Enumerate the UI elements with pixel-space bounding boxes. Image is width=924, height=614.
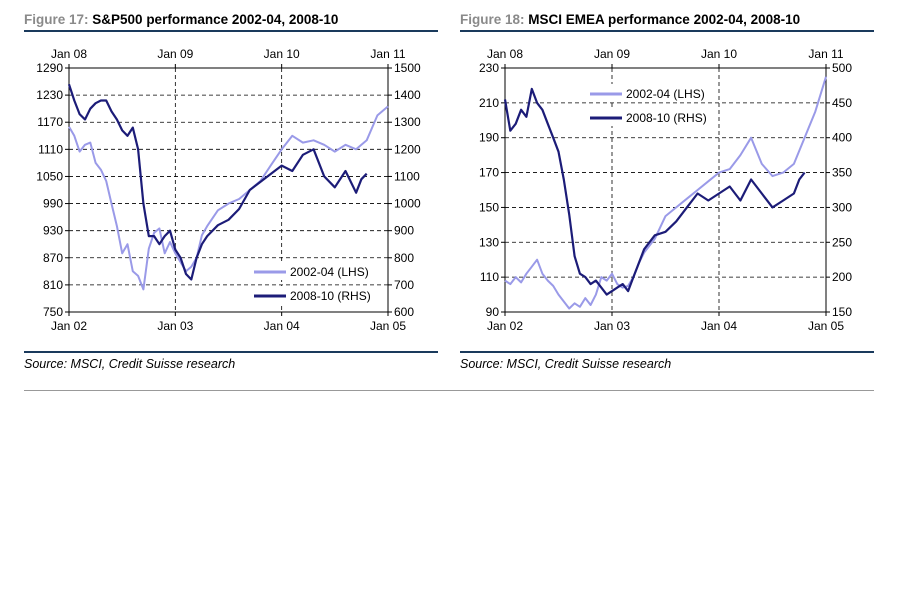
y-left-tick-label: 1230: [36, 88, 63, 102]
sp500-chart: 1290 1230 1170 1110 1050 990 930 870 810 750 1500 1…: [36, 47, 421, 333]
y-right-tick-label: 400: [832, 131, 852, 145]
y-left-tick-label: 930: [43, 224, 63, 238]
x-bottom-tick-label: Jan 03: [594, 319, 630, 333]
y-right-tick-label: 1200: [394, 142, 421, 156]
msci-emea-chart: 230 210 190 170 150 130 110 90 500 450 400 350 300 25…: [479, 47, 852, 333]
source-rule: [460, 351, 874, 353]
figure-title: Figure 17: S&P500 performance 2002-04, 2…: [24, 12, 338, 27]
y-left-tick-label: 130: [479, 235, 499, 249]
x-bottom-tick-label: Jan 04: [264, 319, 300, 333]
y-right-tick-label: 1500: [394, 61, 421, 75]
y-right-tick-label: 600: [394, 305, 414, 319]
y-left-tick-label: 110: [480, 270, 499, 284]
x-bottom-tick-label: Jan 03: [157, 319, 193, 333]
x-top-tick-label: Jan 08: [487, 47, 523, 61]
legend-bg: [250, 286, 378, 304]
x-bottom-tick-label: Jan 02: [487, 319, 523, 333]
y-right-tick-label: 1100: [394, 169, 420, 183]
figure-18: Figure 18: MSCI EMEA performance 2002-04…: [460, 0, 874, 380]
y-right-tick-label: 450: [832, 96, 852, 110]
y-left-tick-label: 1290: [36, 61, 63, 75]
y-left-tick-label: 90: [486, 305, 500, 319]
legend-bg: [250, 262, 378, 280]
y-right-tick-label: 800: [394, 251, 414, 265]
x-bottom-tick-label: Jan 02: [51, 319, 87, 333]
series-line-rhs: [67, 83, 368, 281]
x-top-tick-label: Jan 08: [51, 47, 87, 61]
y-left-tick-label: 150: [479, 200, 499, 214]
figure-heading: S&P500 performance 2002-04, 2008-10: [92, 12, 339, 27]
y-right-tick-label: 150: [832, 305, 852, 319]
y-right-tick-label: 1400: [394, 88, 421, 102]
legend-label: 2002-04 (LHS): [290, 265, 369, 279]
x-bottom-tick-label: Jan 04: [701, 319, 737, 333]
source-rule: [24, 351, 438, 353]
y-left-tick-label: 750: [43, 305, 63, 319]
y-right-tick-label: 250: [832, 235, 852, 249]
title-rule: [460, 30, 874, 32]
page-divider: [24, 390, 874, 391]
x-top-tick-label: Jan 09: [157, 47, 193, 61]
y-left-tick-label: 230: [479, 61, 499, 75]
y-left-tick-label: 810: [43, 278, 63, 292]
y-right-tick-label: 300: [832, 200, 852, 214]
figure-heading: MSCI EMEA performance 2002-04, 2008-10: [528, 12, 801, 27]
y-left-tick-label: 870: [43, 251, 63, 265]
figure-title: Figure 18: MSCI EMEA performance 2002-04…: [460, 12, 800, 27]
legend-bg: [586, 84, 714, 102]
figure-number: Figure 18:: [460, 12, 525, 27]
legend-label: 2002-04 (LHS): [626, 87, 705, 101]
y-right-tick-label: 350: [832, 166, 852, 180]
y-left-tick-label: 1110: [38, 142, 63, 156]
y-right-tick-label: 700: [394, 278, 414, 292]
figure-source: Source: MSCI, Credit Suisse research: [460, 357, 672, 371]
y-left-tick-label: 1050: [36, 169, 63, 183]
y-right-tick-label: 1000: [394, 197, 421, 211]
y-right-tick-label: 900: [394, 224, 414, 238]
legend-label: 2008-10 (RHS): [626, 111, 707, 125]
figure-number: Figure 17:: [24, 12, 89, 27]
figure-17: Figure 17: S&P500 performance 2002-04, 2…: [24, 0, 438, 380]
y-left-tick-label: 990: [43, 197, 63, 211]
figure-source: Source: MSCI, Credit Suisse research: [24, 357, 236, 371]
series-line-rhs: [503, 87, 806, 296]
y-left-tick-label: 1170: [37, 115, 63, 129]
x-top-tick-label: Jan 10: [701, 47, 737, 61]
x-top-tick-label: Jan 09: [594, 47, 630, 61]
x-bottom-tick-label: Jan 05: [370, 319, 406, 333]
x-top-tick-label: Jan 11: [370, 47, 405, 61]
x-bottom-tick-label: Jan 05: [808, 319, 844, 333]
x-top-tick-label: Jan 11: [808, 47, 843, 61]
y-left-tick-label: 190: [479, 131, 499, 145]
x-top-tick-label: Jan 10: [264, 47, 300, 61]
title-rule: [24, 30, 438, 32]
y-right-tick-label: 200: [832, 270, 852, 284]
legend-bg: [586, 108, 714, 126]
y-left-tick-label: 210: [479, 96, 499, 110]
y-right-tick-label: 500: [832, 61, 852, 75]
y-right-tick-label: 1300: [394, 115, 421, 129]
y-left-tick-label: 170: [479, 166, 499, 180]
legend-label: 2008-10 (RHS): [290, 289, 371, 303]
plot-frame: [504, 67, 827, 313]
